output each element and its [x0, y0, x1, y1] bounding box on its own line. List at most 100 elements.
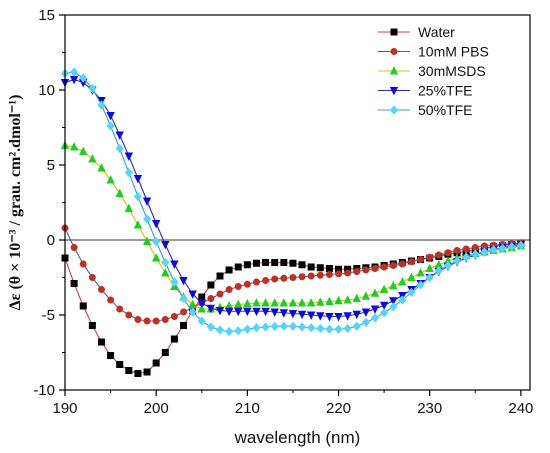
- y-tick-label: -10: [33, 382, 55, 399]
- data-point: [398, 260, 406, 268]
- data-point: [435, 251, 443, 259]
- data-point: [316, 297, 325, 306]
- legend-item: Water: [378, 24, 455, 40]
- data-point: [107, 296, 115, 304]
- data-point: [216, 290, 224, 298]
- data-point: [234, 263, 242, 271]
- data-point: [88, 273, 96, 281]
- data-point: [79, 260, 87, 268]
- legend-item: 50%TFE: [378, 102, 472, 118]
- data-point: [234, 299, 243, 309]
- data-point: [142, 197, 152, 206]
- data-point: [161, 268, 170, 277]
- data-point: [133, 175, 143, 184]
- data-point: [252, 259, 260, 267]
- data-point: [389, 105, 399, 115]
- data-point: [390, 28, 398, 36]
- data-point: [180, 308, 188, 316]
- data-point: [325, 270, 333, 278]
- legend-item: 10mM PBS: [378, 44, 489, 60]
- data-point: [379, 301, 389, 311]
- data-point: [279, 309, 289, 318]
- data-point: [370, 288, 380, 297]
- data-point: [215, 325, 225, 335]
- data-point: [389, 87, 399, 96]
- data-point: [370, 305, 380, 314]
- data-point: [352, 293, 361, 303]
- data-point: [398, 295, 407, 305]
- data-point: [252, 323, 261, 333]
- x-tick-label: 190: [52, 400, 77, 417]
- data-point: [379, 284, 389, 294]
- data-point: [88, 83, 97, 94]
- data-point: [207, 294, 215, 302]
- x-tick-label: 210: [235, 400, 260, 417]
- data-point: [298, 261, 306, 269]
- data-point: [79, 73, 88, 83]
- data-point: [344, 269, 352, 277]
- data-point: [298, 273, 306, 281]
- data-point: [417, 255, 425, 263]
- x-tick-label: 200: [144, 400, 169, 417]
- data-point: [188, 290, 197, 299]
- data-point: [307, 323, 316, 333]
- data-point: [97, 100, 106, 110]
- data-point: [334, 295, 343, 305]
- data-point: [69, 142, 79, 151]
- data-point: [152, 236, 161, 247]
- data-point: [134, 315, 142, 323]
- data-point: [180, 321, 188, 329]
- y-tick-label: 15: [38, 7, 55, 24]
- data-point: [133, 191, 143, 202]
- data-point: [489, 245, 498, 255]
- data-point: [325, 264, 333, 272]
- data-point: [271, 275, 279, 283]
- data-point: [270, 298, 279, 307]
- series-layer: [60, 67, 526, 377]
- data-point: [151, 253, 161, 262]
- data-point: [307, 272, 315, 280]
- data-point: [270, 321, 279, 331]
- data-point: [197, 304, 206, 313]
- data-point: [143, 317, 151, 325]
- x-axis-title: wavelength (nm): [234, 428, 361, 447]
- data-point: [271, 258, 279, 266]
- data-point: [462, 252, 471, 262]
- data-point: [425, 272, 434, 283]
- data-point: [161, 315, 169, 323]
- data-point: [152, 317, 160, 325]
- data-point: [124, 152, 134, 161]
- data-point: [124, 167, 133, 178]
- data-point: [97, 285, 105, 293]
- legend-label: 30mMSDS: [418, 63, 486, 79]
- data-point: [443, 260, 453, 271]
- y-tick-label: 10: [38, 82, 55, 99]
- data-point: [161, 241, 170, 250]
- data-point: [297, 322, 307, 332]
- data-point: [480, 247, 489, 257]
- data-point: [389, 66, 399, 75]
- data-point: [115, 143, 124, 154]
- data-point: [261, 298, 270, 307]
- data-point: [279, 298, 289, 307]
- data-point: [115, 188, 124, 197]
- data-point: [224, 307, 234, 317]
- data-point: [371, 264, 379, 272]
- legend-label: 10mM PBS: [418, 44, 489, 60]
- x-tick-label: 240: [508, 400, 533, 417]
- legend-label: 25%TFE: [418, 83, 472, 99]
- data-point: [252, 307, 261, 317]
- data-point: [380, 263, 388, 271]
- data-point: [288, 309, 298, 319]
- data-point: [352, 321, 361, 331]
- data-point: [389, 280, 398, 290]
- data-point: [306, 298, 316, 307]
- data-point: [280, 258, 288, 266]
- data-point: [198, 293, 206, 301]
- legend-item: 25%TFE: [378, 83, 472, 99]
- data-point: [207, 281, 215, 289]
- data-point: [170, 335, 178, 343]
- data-point: [70, 67, 79, 77]
- data-point: [389, 261, 397, 269]
